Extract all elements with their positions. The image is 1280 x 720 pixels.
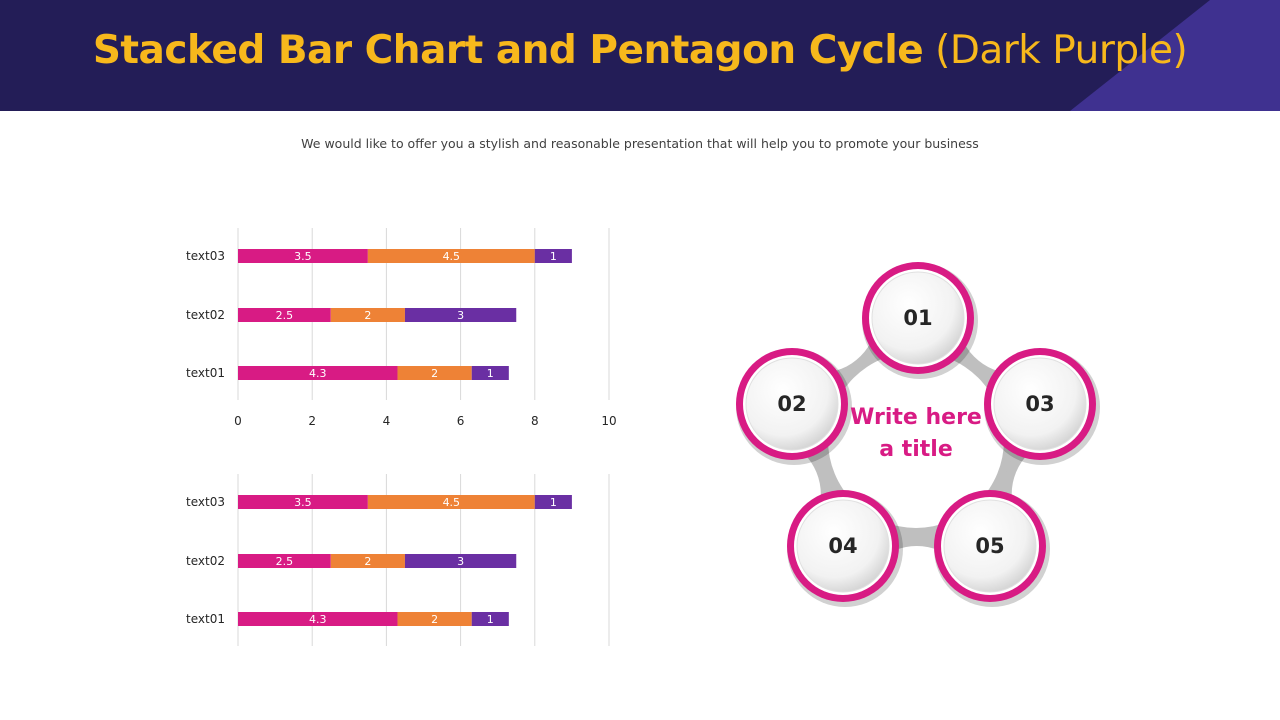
data-label: 3.5 bbox=[294, 250, 312, 263]
page-title-suffix: (Dark Purple) bbox=[935, 28, 1188, 73]
tick-label: 4 bbox=[383, 414, 391, 428]
category-label: text01 bbox=[186, 612, 225, 626]
cycle-center-title: Write here a title bbox=[850, 405, 982, 462]
tick-label: 0 bbox=[234, 414, 242, 428]
cycle-node-disc bbox=[993, 357, 1087, 451]
data-label: 4.3 bbox=[309, 613, 327, 626]
category-label: text01 bbox=[186, 366, 225, 380]
data-label: 1 bbox=[487, 367, 494, 380]
tick-label: 2 bbox=[308, 414, 316, 428]
data-label: 2 bbox=[364, 309, 371, 322]
page-title: Stacked Bar Chart and Pentagon Cycle (Da… bbox=[0, 28, 1280, 73]
data-label: 1 bbox=[487, 613, 494, 626]
header-accent-shape bbox=[1070, 0, 1280, 111]
stacked-bar-chart-top: text03 3.5 4.5 1 text02 2.5 2 3 text01 4.3 2 1 0 2 4 6 8… bbox=[170, 220, 640, 428]
bar-segment bbox=[367, 249, 535, 263]
cycle-center-cutout bbox=[828, 352, 1004, 528]
bar-segment bbox=[330, 308, 405, 322]
header-banner: Stacked Bar Chart and Pentagon Cycle (Da… bbox=[0, 0, 1280, 111]
data-label: 2.5 bbox=[276, 309, 294, 322]
data-label: 4.3 bbox=[309, 367, 327, 380]
cycle-node-04-label: 04 bbox=[828, 534, 858, 558]
bar-segment bbox=[404, 308, 517, 322]
data-label: 2 bbox=[431, 613, 438, 626]
data-label: 4.5 bbox=[443, 496, 461, 509]
data-label: 1 bbox=[550, 496, 557, 509]
tick-label: 8 bbox=[531, 414, 539, 428]
tick-label: 10 bbox=[601, 414, 616, 428]
data-label: 2.5 bbox=[276, 555, 294, 568]
cycle-diagram bbox=[704, 257, 1128, 662]
bar-segment bbox=[397, 366, 472, 380]
bar-segment bbox=[238, 249, 368, 263]
bar-segment bbox=[238, 554, 331, 568]
bar-segment bbox=[367, 495, 535, 509]
cycle-node-03-label: 03 bbox=[1025, 392, 1055, 416]
bar-segment bbox=[404, 554, 517, 568]
data-label: 4.5 bbox=[443, 250, 461, 263]
cycle-node-disc bbox=[745, 357, 839, 451]
bar-segment bbox=[397, 612, 472, 626]
bar-segment bbox=[471, 366, 509, 380]
stacked-bar-chart-bottom: text03 3.5 4.5 1 text02 2.5 2 3 text01 4.3 2 1 bbox=[170, 466, 640, 666]
cycle-node-01-label: 01 bbox=[903, 306, 933, 330]
data-label: 3.5 bbox=[294, 496, 312, 509]
data-label: 3 bbox=[457, 309, 464, 322]
bar-segment bbox=[238, 612, 398, 626]
cycle-node-05-label: 05 bbox=[975, 534, 1005, 558]
bar-segment bbox=[534, 249, 572, 263]
bar-segment bbox=[238, 366, 398, 380]
data-label: 1 bbox=[550, 250, 557, 263]
cycle-node-disc bbox=[871, 271, 965, 365]
tick-label: 6 bbox=[457, 414, 465, 428]
category-label: text02 bbox=[186, 554, 225, 568]
cycle-gap-cutout bbox=[761, 257, 878, 374]
cycle-node-02-label: 02 bbox=[777, 392, 807, 416]
data-label: 2 bbox=[431, 367, 438, 380]
category-label: text03 bbox=[186, 249, 225, 263]
category-label: text03 bbox=[186, 495, 225, 509]
page-subtitle: We would like to offer you a stylish and… bbox=[301, 136, 979, 151]
data-label: 3 bbox=[457, 555, 464, 568]
page-title-main: Stacked Bar Chart and Pentagon Cycle bbox=[92, 28, 924, 73]
bar-segment bbox=[330, 554, 405, 568]
cycle-gap-cutout bbox=[957, 257, 1074, 374]
bar-segment bbox=[238, 308, 331, 322]
chart-svg: text03 3.5 4.5 1 text02 2.5 2 3 text01 4.3 2 1 bbox=[186, 474, 610, 646]
category-label: text02 bbox=[186, 308, 225, 322]
bar-segment bbox=[471, 612, 509, 626]
bar-segment bbox=[534, 495, 572, 509]
bar-segment bbox=[238, 495, 368, 509]
cycle-node-disc bbox=[943, 499, 1037, 593]
cycle-node-disc bbox=[796, 499, 890, 593]
data-label: 2 bbox=[364, 555, 371, 568]
pentagon-cycle: Write here a title 01 02 03 04 05 bbox=[704, 250, 1128, 662]
